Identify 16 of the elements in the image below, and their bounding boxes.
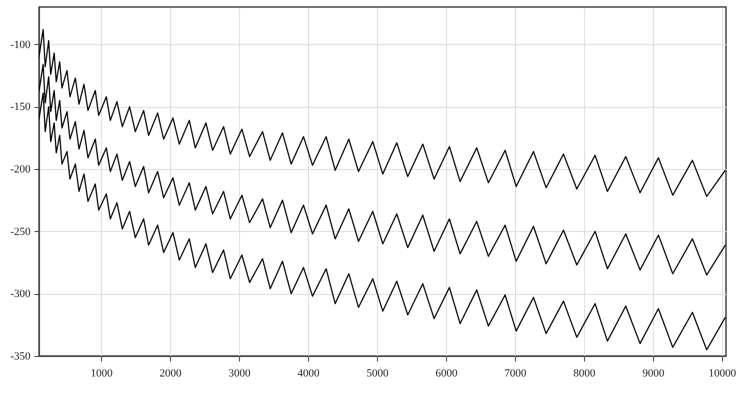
y-tick-label: -100 (10, 38, 31, 51)
x-tick-label: 2000 (160, 368, 182, 380)
y-tick-label: -250 (10, 226, 31, 238)
x-tick-label: 5000 (366, 368, 389, 380)
x-tick-label: 1000 (90, 368, 114, 380)
y-tick-label: -200 (10, 164, 31, 176)
x-tick-label: 4000 (298, 368, 320, 380)
x-tick-label: 8000 (573, 368, 596, 380)
x-tick-label: 3000 (228, 368, 252, 380)
x-tick-label: 7000 (504, 368, 527, 380)
y-tick-label: -300 (10, 288, 31, 300)
x-tick-label: 10000 (708, 368, 737, 380)
x-tick-label: 9000 (642, 368, 665, 380)
y-tick-label: -150 (10, 101, 31, 114)
x-tick-label: 6000 (435, 368, 458, 380)
y-tick-label: -350 (10, 350, 31, 362)
